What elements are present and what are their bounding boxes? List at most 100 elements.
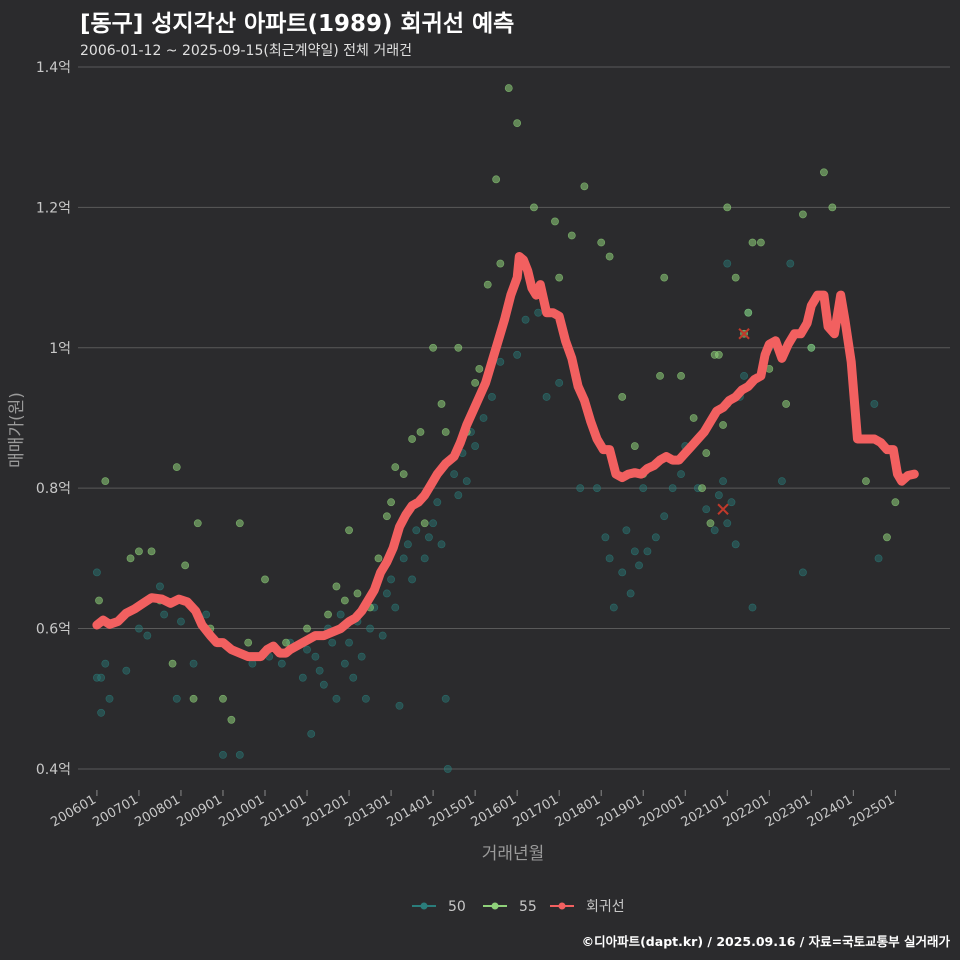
data-point-50	[622, 526, 631, 535]
data-point-50	[576, 484, 585, 493]
data-point-50	[202, 610, 211, 619]
x-tick-label: 202301	[763, 792, 813, 830]
data-point-50	[454, 491, 463, 500]
x-tick-label: 201501	[427, 792, 477, 830]
data-point-50	[387, 575, 395, 584]
data-point-50	[366, 624, 374, 633]
data-point-55	[605, 252, 614, 261]
x-axis-label: 거래년월	[482, 844, 545, 864]
data-point-55	[706, 519, 715, 528]
data-point-55	[303, 624, 311, 633]
data-point-50	[345, 638, 353, 647]
x-tick-label: 201001	[217, 792, 267, 830]
data-point-55	[820, 168, 828, 177]
y-tick-label: 1.2억	[36, 200, 71, 216]
data-point-55	[227, 715, 236, 724]
data-point-50	[542, 393, 551, 401]
legend-swatch-dot	[558, 902, 566, 910]
data-point-55	[135, 547, 143, 556]
data-point-55	[555, 273, 564, 282]
data-point-50	[437, 540, 446, 549]
data-point-50	[740, 371, 748, 380]
data-point-55	[168, 659, 177, 668]
data-point-50	[601, 533, 610, 542]
data-point-55	[471, 378, 480, 387]
data-point-55	[731, 273, 740, 282]
data-point-55	[782, 400, 791, 408]
data-point-55	[714, 350, 723, 359]
legend-label: 50	[448, 899, 466, 915]
legend-label: 회귀선	[586, 899, 625, 915]
data-point-50	[429, 519, 438, 528]
x-tick-label: 202401	[805, 792, 855, 830]
data-point-50	[630, 547, 639, 556]
data-point-50	[870, 400, 879, 408]
data-point-50	[319, 680, 328, 689]
data-point-50	[714, 491, 723, 500]
data-point-55	[454, 343, 463, 352]
data-point-55	[656, 371, 664, 380]
y-axis-ticks: 0.4억 0.6억 0.8억 1억 1.2억 1.4억	[36, 60, 71, 778]
data-point-50	[513, 350, 522, 359]
data-point-50	[420, 554, 429, 563]
data-point-50	[643, 547, 652, 556]
data-point-50	[172, 694, 181, 703]
x-tick-label: 201701	[511, 792, 561, 830]
data-point-55	[441, 428, 450, 436]
data-point-50	[723, 259, 732, 268]
data-point-55	[618, 393, 627, 401]
x-axis-ticks: 2006012007012008012009012010012011012012…	[48, 790, 897, 830]
data-point-55	[677, 371, 685, 380]
data-point-55	[580, 182, 589, 191]
data-point-50	[731, 540, 740, 549]
data-point-55	[597, 238, 606, 247]
x-tick-label: 201401	[385, 792, 435, 830]
data-point-50	[391, 603, 400, 612]
data-point-50	[618, 568, 627, 577]
x-tick-label: 201301	[343, 792, 393, 830]
data-point-50	[635, 561, 643, 570]
x-tick-label: 202001	[637, 792, 687, 830]
data-point-50	[336, 610, 345, 619]
data-point-50	[412, 526, 421, 535]
data-point-50	[143, 631, 152, 640]
x-tick-label: 201801	[553, 792, 603, 830]
data-point-50	[723, 519, 732, 528]
data-point-50	[248, 659, 257, 668]
data-point-55	[126, 554, 135, 563]
y-tick-label: 0.8억	[36, 481, 71, 497]
y-tick-label: 0.6억	[36, 622, 71, 638]
data-point-55	[828, 203, 837, 212]
data-point-50	[349, 673, 358, 682]
data-point-55	[504, 84, 513, 92]
data-point-50	[311, 652, 320, 661]
data-point-50	[189, 659, 198, 668]
data-point-50	[471, 442, 480, 450]
data-point-55	[723, 203, 732, 212]
x-tick-label: 200701	[90, 792, 140, 830]
data-point-50	[340, 659, 349, 668]
data-point-50	[298, 673, 307, 682]
data-point-55	[219, 694, 227, 703]
highlight-marks	[717, 328, 750, 515]
data-point-55	[530, 203, 538, 212]
data-point-55	[799, 210, 807, 219]
data-point-50	[105, 694, 114, 703]
data-point-55	[702, 449, 711, 457]
data-point-50	[361, 694, 370, 703]
data-point-55	[391, 463, 400, 472]
data-point-55	[332, 582, 341, 591]
data-point-50	[425, 533, 433, 542]
data-point-50	[488, 393, 496, 401]
highlight-x-mark	[738, 328, 750, 340]
data-point-55	[744, 308, 753, 317]
data-point-55	[883, 533, 891, 542]
highlight-x-mark	[717, 503, 729, 515]
data-point-50	[97, 673, 106, 682]
data-point-55	[345, 526, 353, 535]
grid-lines	[78, 66, 950, 770]
data-point-50	[462, 477, 471, 486]
x-tick-label: 202201	[721, 792, 771, 830]
data-point-50	[450, 470, 459, 479]
data-point-50	[395, 701, 404, 710]
